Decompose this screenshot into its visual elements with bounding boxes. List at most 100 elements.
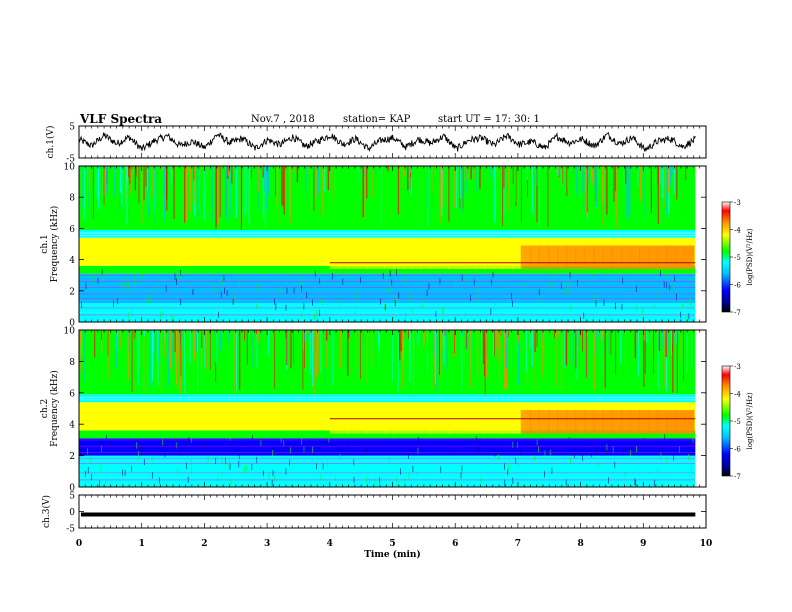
spectrogram-emission [675, 245, 686, 269]
spectrogram-emission [629, 245, 640, 269]
x-tick-label: 0 [76, 539, 82, 549]
y-tick-label: 8 [69, 358, 75, 368]
colorbar-tick-label: -3 [734, 363, 741, 371]
colorbar-tick-label: -4 [734, 227, 741, 235]
y-axis-label: ch.2 [40, 399, 50, 418]
spectrogram-emission [557, 245, 568, 269]
spectrogram-emission [329, 410, 340, 434]
spectrogram-band [79, 430, 696, 439]
spectrogram-band [79, 394, 696, 403]
spectrogram-emission [547, 410, 559, 434]
spectrogram-emission [529, 245, 540, 269]
x-tick-label: 8 [577, 539, 583, 549]
y-tick-label: 4 [69, 256, 75, 266]
spectrogram-emission [620, 410, 631, 434]
spectrogram-emission [566, 410, 577, 434]
y-axis-label: ch.1(V) [45, 126, 56, 159]
spectrogram-emission [493, 245, 504, 269]
spectrogram-band [79, 438, 696, 456]
spectrogram-emission [657, 410, 668, 434]
x-axis-label: Time (min) [364, 549, 421, 560]
colorbar-gradient [721, 365, 731, 477]
y-tick-label: -5 [66, 525, 75, 535]
colorbar-label: log(PSD)(V²/Hz) [746, 392, 754, 449]
spectrogram-emission [502, 410, 513, 434]
y-axis-label: Frequency (kHz) [49, 370, 60, 447]
spectrogram-emission [411, 410, 422, 434]
colorbar-tick-label: -3 [734, 199, 741, 207]
spectrogram-emission [684, 245, 695, 269]
station-label: station= KAP [343, 114, 411, 125]
spectrogram-emission [602, 245, 613, 269]
spectrogram-emission [638, 245, 649, 269]
y-tick-label: -5 [66, 155, 75, 165]
spectrogram-emission [520, 410, 531, 434]
spectrogram-emission [366, 410, 377, 434]
y-axis-label: ch.1 [40, 234, 50, 253]
spectrogram-emission [648, 245, 659, 269]
spectrogram-emission [611, 245, 622, 269]
spectrogram-emission [648, 410, 659, 434]
spectrogram-emission [466, 245, 477, 269]
colorbar-tick-label: -4 [734, 391, 741, 399]
spectrogram-band [79, 265, 696, 274]
spectrogram-band [79, 312, 696, 322]
spectrogram-emission [484, 410, 495, 434]
spectrogram-emission [411, 245, 422, 269]
y-tick-label: 8 [69, 194, 75, 204]
spectrogram-emission [393, 245, 404, 269]
spectrogram-emission [666, 245, 677, 269]
spectrogram-emission [384, 245, 395, 269]
spectrogram-emission [520, 245, 531, 269]
spectrogram-emission [329, 245, 340, 269]
colorbar-gradient [721, 201, 731, 313]
y-axis-label: ch.3(V) [41, 495, 52, 528]
x-tick-label: 4 [327, 539, 333, 549]
colorbar-tick-label: -7 [734, 309, 741, 317]
colorbar-tick-label: -6 [734, 282, 741, 290]
spectrogram-emission [402, 410, 413, 434]
spectrogram-emission [657, 245, 668, 269]
spectrogram-emission [375, 410, 386, 434]
x-tick-label: 2 [201, 539, 207, 549]
spectrogram-emission [620, 245, 631, 269]
spectrogram-emission [511, 410, 522, 434]
spectrogram-emission [684, 410, 695, 434]
spectrogram-emission [575, 410, 586, 434]
colorbar-tick-label: -5 [734, 418, 741, 426]
spectrogram-emission [366, 245, 377, 269]
date-label: Nov.7 , 2018 [251, 114, 315, 125]
spectrogram-emission [502, 245, 513, 269]
spectrogram-emission [457, 245, 468, 269]
spectrogram-emission [584, 410, 595, 434]
spectrogram-emission [575, 245, 586, 269]
spectrogram-emission [420, 410, 431, 434]
spectrogram-emission [493, 410, 504, 434]
spectrogram-emission [447, 410, 459, 434]
y-tick-label: 10 [64, 163, 76, 173]
spectrogram-emission [393, 410, 404, 434]
spectrogram-emission [593, 410, 604, 434]
figure-title: VLF Spectra [80, 112, 163, 126]
spectrogram-band [79, 477, 696, 487]
spectrogram-emission [547, 245, 559, 269]
x-tick-label: 3 [264, 539, 270, 549]
spectrogram-emission [447, 245, 459, 269]
x-tick-label: 6 [452, 539, 458, 549]
spectrogram-emission [638, 410, 649, 434]
spectrogram-emission [375, 245, 386, 269]
y-tick-label: 0 [69, 484, 75, 494]
spectrogram-emission [566, 245, 577, 269]
spectrogram-emission [338, 410, 349, 434]
spectrogram-emission [675, 410, 686, 434]
x-tick-label: 9 [640, 539, 646, 549]
ch3-waveform-panel: 5 0 -5 ch.3(V) [41, 492, 707, 535]
spectrogram-emission [538, 245, 549, 269]
y-tick-label: 10 [64, 327, 76, 337]
colorbar-label: log(PSD)(V²/Hz) [746, 228, 754, 285]
x-tick-label: 1 [139, 539, 145, 549]
spectrogram-emission [666, 410, 677, 434]
start-time-label: start UT = 17: 30: 1 [438, 114, 540, 125]
spectrogram-emission [466, 410, 477, 434]
